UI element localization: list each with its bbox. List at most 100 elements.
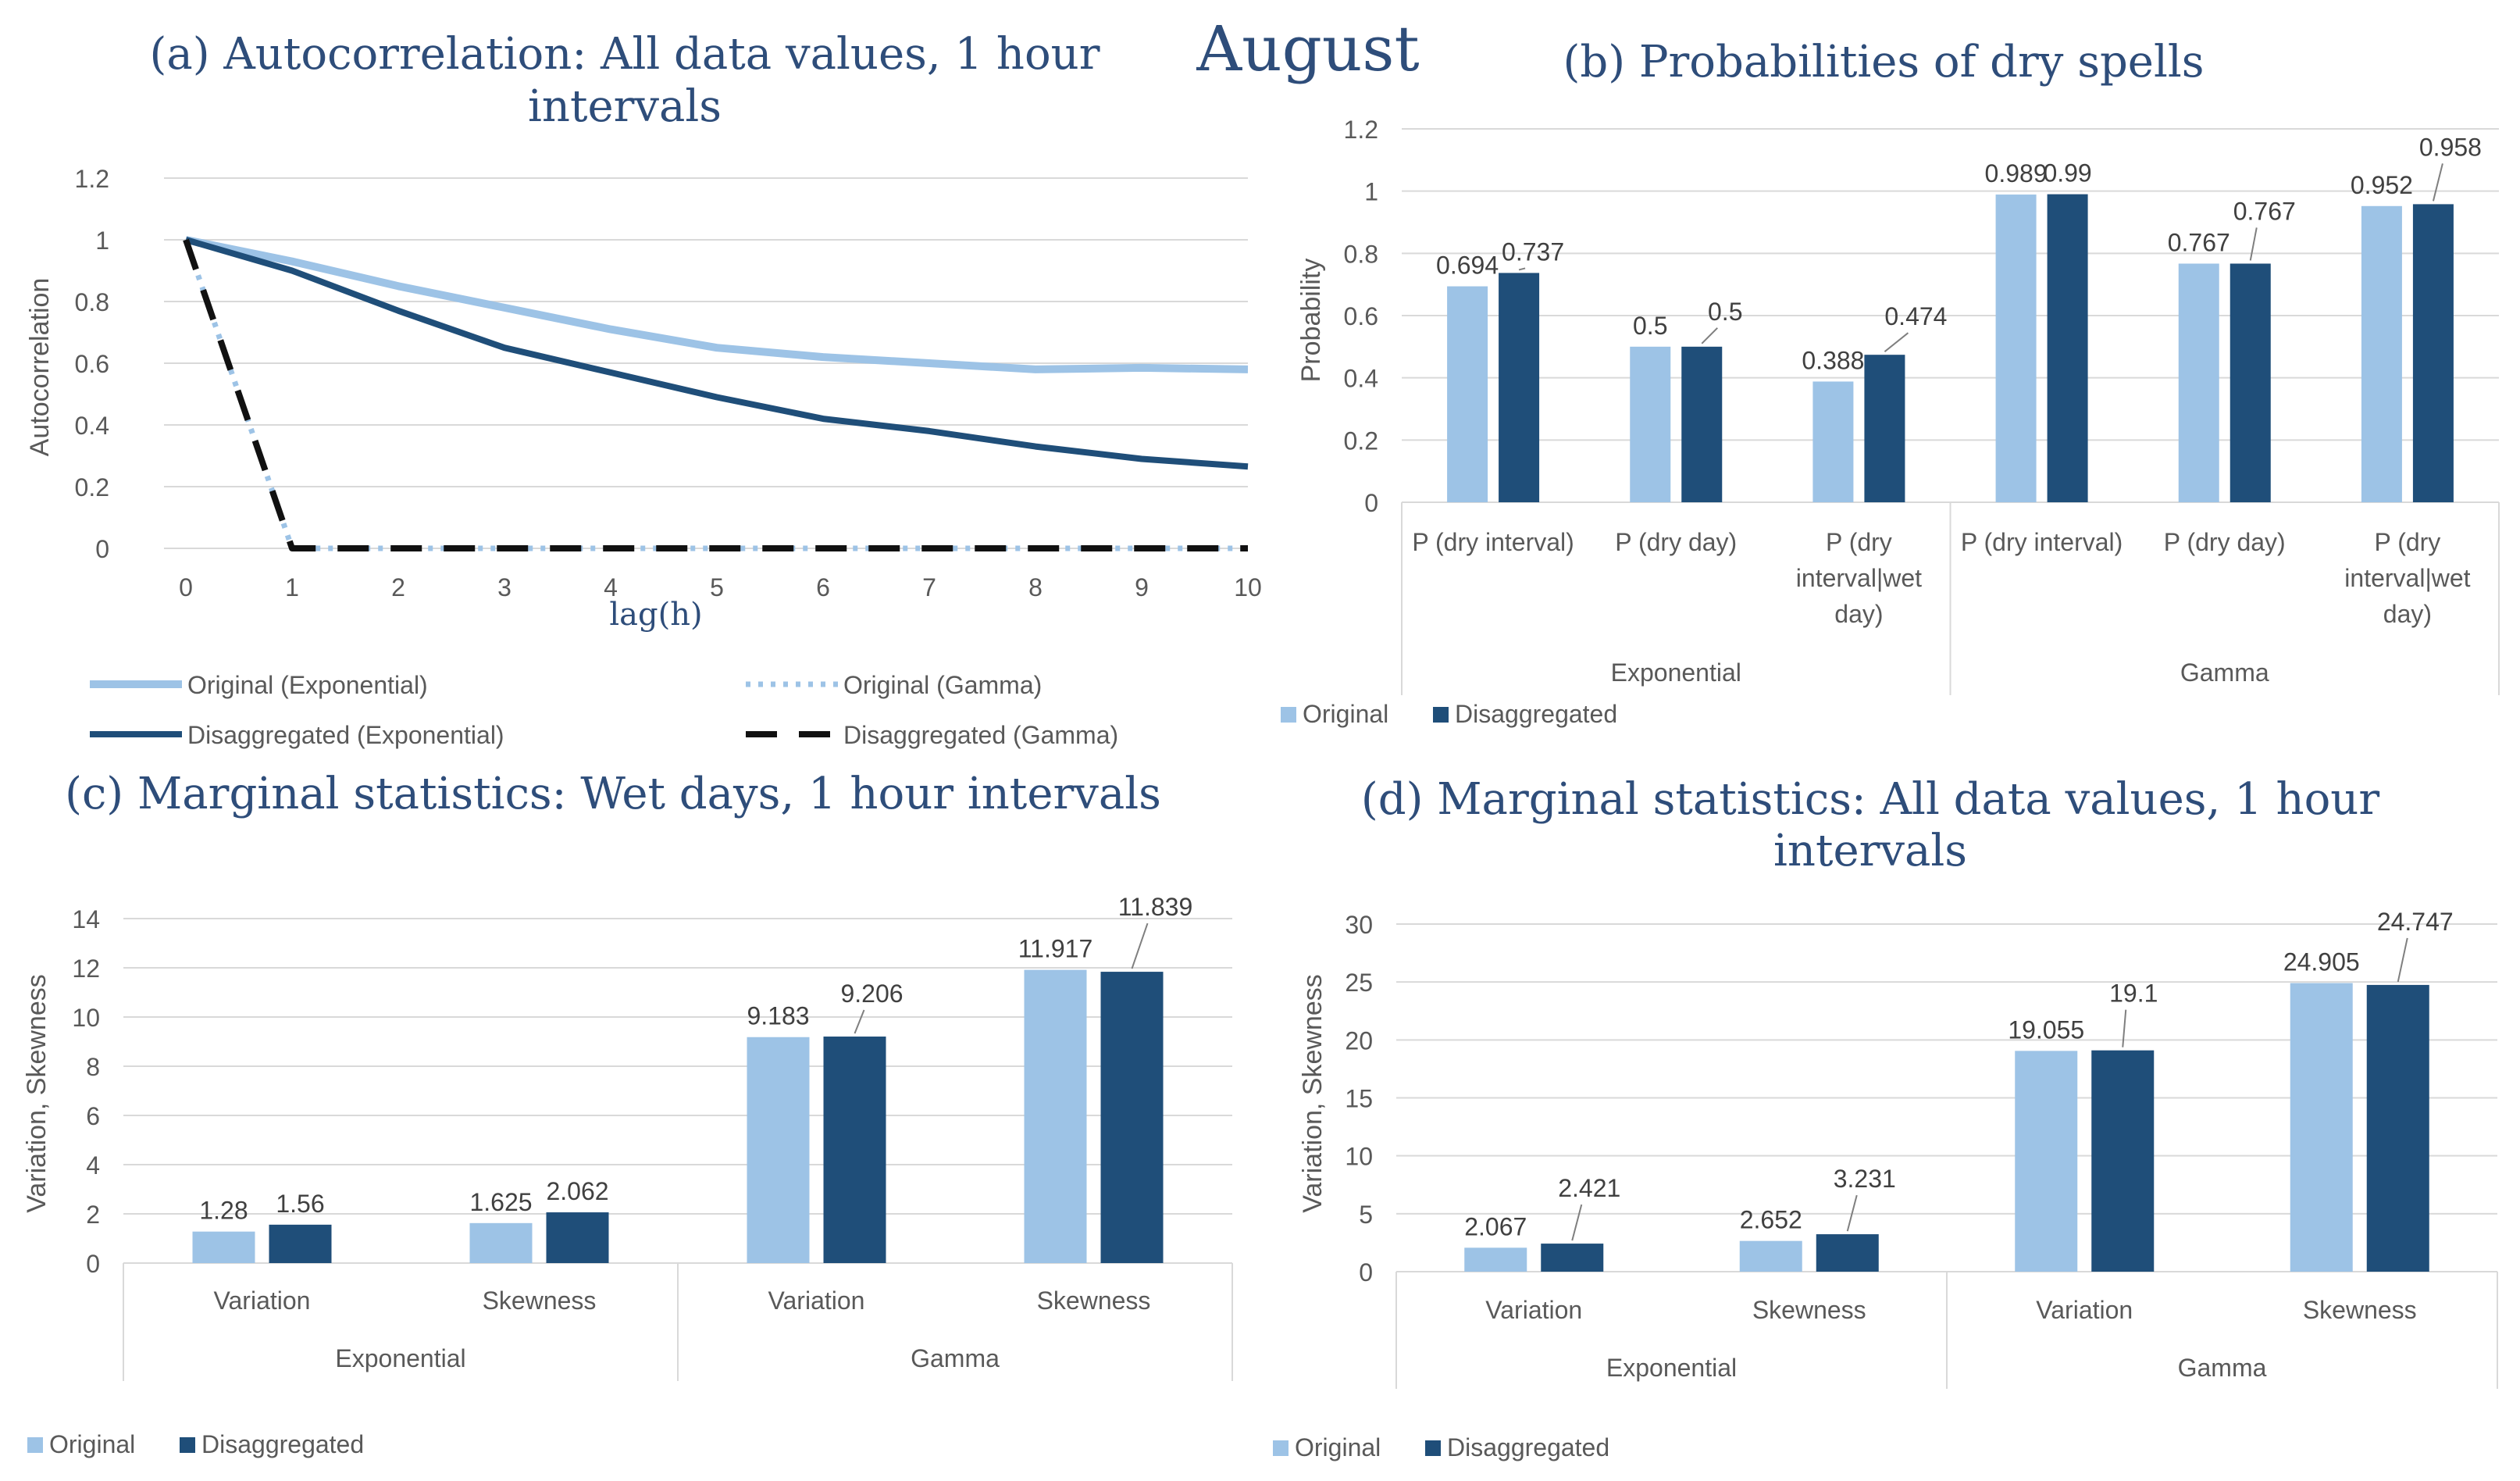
chart-c-ytick: 4 — [86, 1151, 100, 1179]
chart-b-category-label: day) — [1834, 600, 1883, 628]
chart-c-label-leader — [854, 1009, 865, 1034]
chart-c-category-label: Variation — [768, 1287, 865, 1315]
chart-a-legend-label: Original (Gamma) — [843, 671, 1042, 699]
chart-a-xtick: 7 — [922, 573, 936, 601]
chart-c-category-label: Variation — [214, 1287, 311, 1315]
chart-a-ytick: 1.2 — [75, 165, 109, 193]
chart-d-category-label: Variation — [1485, 1296, 1582, 1324]
chart-b-data-label: 0.694 — [1436, 252, 1499, 280]
chart-c-data-label: 1.625 — [469, 1188, 532, 1216]
chart-d-ytick: 25 — [1345, 969, 1373, 997]
chart-b-ytick: 1.2 — [1344, 116, 1378, 144]
chart-c-bar — [823, 1037, 886, 1263]
chart-d-ylabel: Variation, Skewness — [1298, 974, 1328, 1213]
chart-c-plot: 0 2 4 6 8 10 12 14 Exponential Gamma Variation 1.28… — [27, 893, 1233, 1458]
chart-b-title: (b) Probabilities of dry spells — [1563, 37, 2205, 87]
chart-b-category-label: P (dry interval) — [1961, 528, 2123, 556]
chart-a-legend-label: Disaggregated (Exponential) — [187, 721, 504, 749]
chart-a-xtick: 6 — [816, 573, 830, 601]
chart-d-label-leader — [2122, 1009, 2127, 1047]
chart-a-xtick: 2 — [391, 573, 405, 601]
chart-a-ytick: 0 — [95, 535, 109, 563]
chart-b-ytick: 0 — [1364, 489, 1378, 517]
chart-d-data-label: 19.055 — [2008, 1015, 2084, 1044]
chart-a-xtick: 9 — [1135, 573, 1149, 601]
chart-a-grid: 0 0.2 0.4 0.6 0.8 1 1.2 0 1 2 3 4 5 6 7 8 9 10 — [75, 165, 1262, 601]
chart-c-ytick: 2 — [86, 1201, 100, 1229]
chart-d-legend-swatch — [1425, 1440, 1441, 1456]
chart-a-xlabel: lag(h) — [609, 597, 702, 633]
chart-b-bar — [1630, 346, 1671, 502]
chart-c-data-label: 9.206 — [840, 980, 903, 1008]
chart-c-bar — [1024, 969, 1087, 1263]
chart-c-legend-label: Original — [49, 1430, 135, 1458]
chart-d-ytick: 5 — [1359, 1201, 1373, 1229]
chart-b-bar — [1995, 194, 2037, 502]
chart-d-data-label: 2.067 — [1464, 1212, 1527, 1240]
chart-b-label-leader — [2249, 227, 2258, 261]
chart-b-bar — [2361, 205, 2402, 502]
chart-c-bar — [269, 1224, 332, 1263]
chart-b-data-label: 0.989 — [1985, 159, 2048, 187]
chart-d: (d) Marginal statistics: All data values… — [1273, 774, 2498, 1461]
chart-d-data-label: 2.421 — [1558, 1174, 1620, 1202]
chart-a-xtick: 10 — [1234, 573, 1262, 601]
chart-c-bar — [192, 1231, 255, 1263]
chart-b-data-label: 0.388 — [1802, 346, 1864, 374]
chart-a-xtick: 8 — [1028, 573, 1043, 601]
chart-c-category-label: Skewness — [1037, 1287, 1151, 1315]
chart-c-group-label: Exponential — [335, 1344, 465, 1372]
chart-d-ytick: 10 — [1345, 1143, 1373, 1171]
chart-b-plot: 0 0.2 0.4 0.6 0.8 1 1.2 Exponential Gamma P (dry … — [1281, 116, 2500, 728]
chart-b-label-leader — [1518, 267, 1526, 271]
chart-a-ytick: 0.2 — [75, 473, 109, 501]
chart-c-data-label: 1.28 — [199, 1197, 248, 1225]
chart-d-bar — [2290, 983, 2353, 1272]
chart-b-ytick: 0.6 — [1344, 302, 1378, 330]
chart-c-bar — [747, 1037, 810, 1263]
chart-d-bar — [1739, 1240, 1802, 1272]
chart-b-bar — [2047, 194, 2088, 502]
chart-c-legend-swatch — [180, 1437, 195, 1453]
chart-d-title-line1: (d) Marginal statistics: All data values… — [1361, 774, 2379, 825]
chart-a-series-line — [184, 237, 1249, 470]
chart-d-ytick: 30 — [1345, 911, 1373, 939]
chart-b-data-label: 0.767 — [2233, 197, 2296, 225]
chart-d-ytick: 0 — [1359, 1258, 1373, 1287]
chart-d-group-label: Exponential — [1606, 1354, 1737, 1382]
chart-d-legend-swatch — [1273, 1440, 1289, 1456]
chart-c-data-label: 11.839 — [1118, 893, 1193, 921]
main-title: August — [1196, 12, 1419, 85]
chart-b-label-leader — [2432, 163, 2443, 202]
chart-d-ytick: 20 — [1345, 1026, 1373, 1055]
chart-a-ytick: 0.4 — [75, 412, 109, 440]
chart-d-data-label: 24.905 — [2283, 948, 2360, 976]
chart-b-group-label: Gamma — [2180, 658, 2269, 687]
chart-b-ytick: 1 — [1364, 178, 1378, 206]
chart-b-data-label: 0.5 — [1708, 298, 1742, 326]
chart-c-ytick: 6 — [86, 1102, 100, 1130]
chart-b-legend-swatch — [1281, 707, 1296, 723]
chart-a-title-line2: intervals — [528, 81, 722, 132]
chart-c-ytick: 14 — [72, 905, 100, 933]
chart-b-category-label: day) — [2383, 600, 2432, 628]
chart-b-ytick: 0.8 — [1344, 240, 1378, 268]
chart-b-bar — [2412, 204, 2454, 502]
chart-b-bar — [1499, 273, 1540, 502]
chart-d-label-leader — [2397, 937, 2408, 983]
chart-a-legend-label: Original (Exponential) — [187, 671, 428, 699]
chart-a-xtick: 1 — [285, 573, 299, 601]
chart-a-xtick: 3 — [497, 573, 511, 601]
chart-c-ytick: 0 — [86, 1250, 100, 1278]
chart-a-series-line — [185, 236, 1249, 373]
chart-d-title-line2: intervals — [1773, 826, 1967, 876]
chart-d-label-leader — [1846, 1194, 1858, 1232]
chart-a-lines — [183, 236, 1249, 551]
chart-d-label-leader — [1571, 1204, 1583, 1241]
chart-d-data-label: 3.231 — [1834, 1165, 1896, 1193]
chart-c-ytick: 10 — [72, 1004, 100, 1032]
chart-b-category-label: interval|wet — [2344, 564, 2470, 592]
chart-c-data-label: 9.183 — [747, 1002, 809, 1030]
chart-b-data-label: 0.767 — [2168, 228, 2230, 256]
